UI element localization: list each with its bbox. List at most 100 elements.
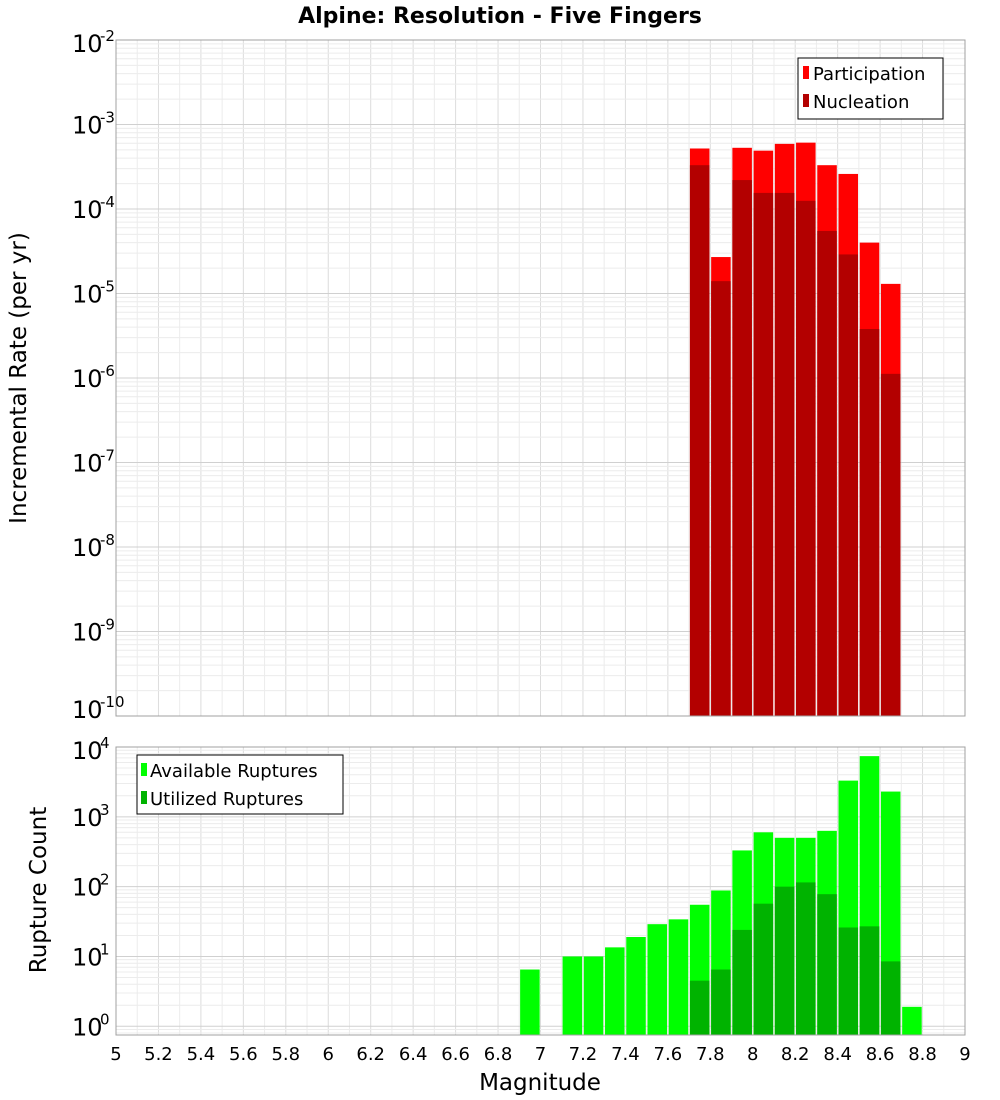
x-tick-label: 7 xyxy=(535,1044,546,1065)
bottom-bar-utilized-ruptures xyxy=(732,929,752,1035)
x-tick-label: 6.6 xyxy=(441,1044,470,1065)
top-panel: 10-210-310-410-510-610-710-810-910-10 In… xyxy=(6,27,966,724)
utilized-legend-swatch xyxy=(141,791,147,804)
bottom-ytick-exp: 4 xyxy=(100,734,110,752)
bottom-ytick-exp: 0 xyxy=(100,1010,110,1028)
top-ytick-base: 10 xyxy=(72,112,103,140)
utilized-legend-label: Utilized Ruptures xyxy=(150,789,303,810)
x-tick-label: 5.4 xyxy=(187,1044,216,1065)
x-tick-label: 8.2 xyxy=(781,1044,810,1065)
top-ytick-base: 10 xyxy=(72,619,103,647)
top-ytick-exp: -3 xyxy=(100,109,115,127)
top-ytick-base: 10 xyxy=(72,30,103,58)
x-tick-label: 6.4 xyxy=(399,1044,428,1065)
bottom-bar-utilized-ruptures xyxy=(880,961,901,1035)
top-bar-nucleation xyxy=(753,192,774,716)
bottom-bar-utilized-ruptures xyxy=(753,903,774,1035)
top-bars xyxy=(689,142,901,717)
top-bar-nucleation xyxy=(732,180,752,716)
available-legend-label: Available Ruptures xyxy=(150,761,318,782)
top-ytick-base: 10 xyxy=(72,696,103,724)
top-plot-border xyxy=(115,39,966,717)
bottom-y-axis-label: Rupture Count xyxy=(26,807,52,973)
x-tick-label: 8 xyxy=(747,1044,758,1065)
bottom-ytick-base: 10 xyxy=(72,737,103,765)
top-legend: Participation Nucleation xyxy=(797,57,944,120)
participation-legend-label: Participation xyxy=(813,64,925,85)
top-bar-nucleation xyxy=(711,281,731,716)
bottom-bars xyxy=(520,756,922,1035)
bottom-legend: Available Ruptures Utilized Ruptures xyxy=(136,754,344,815)
x-tick-label: 8.8 xyxy=(908,1044,937,1065)
x-axis-label: Magnitude xyxy=(479,1070,601,1096)
bottom-bar-utilized-ruptures xyxy=(838,927,859,1035)
bottom-bar-utilized-ruptures xyxy=(689,980,710,1035)
top-ytick-base: 10 xyxy=(72,196,103,224)
bottom-legend-box xyxy=(136,754,344,815)
bottom-bar-utilized-ruptures xyxy=(859,926,880,1035)
x-tick-label: 5 xyxy=(110,1044,121,1065)
bottom-ytick-exp: 3 xyxy=(100,801,110,819)
top-ytick-exp: -6 xyxy=(100,362,115,380)
x-tick-label: 5.8 xyxy=(271,1044,300,1065)
bottom-bar-available-ruptures xyxy=(605,947,625,1035)
bottom-bar-available-ruptures xyxy=(647,924,668,1035)
top-bar-nucleation xyxy=(796,200,816,717)
top-ytick-exp: -7 xyxy=(100,447,115,465)
bottom-bar-available-ruptures xyxy=(520,969,540,1035)
bottom-bar-available-ruptures xyxy=(902,1006,922,1035)
top-ytick-exp: -10 xyxy=(100,693,125,711)
x-tick-label: 6 xyxy=(323,1044,334,1065)
top-ytick-base: 10 xyxy=(72,450,103,478)
top-ytick-exp: -9 xyxy=(100,616,115,634)
x-tick-label: 9 xyxy=(959,1044,970,1065)
x-tick-label: 5.6 xyxy=(229,1044,258,1065)
top-bar-nucleation xyxy=(838,254,859,716)
x-tick-label: 5.2 xyxy=(144,1044,173,1065)
bottom-bar-utilized-ruptures xyxy=(774,886,795,1035)
bottom-ytick-exp: 1 xyxy=(100,940,110,958)
top-y-tick-labels: 10-210-310-410-510-610-710-810-910-10 xyxy=(72,27,125,724)
x-tick-label: 7.6 xyxy=(654,1044,683,1065)
bottom-bar-available-ruptures xyxy=(626,936,646,1035)
top-ytick-base: 10 xyxy=(72,281,103,309)
top-bar-nucleation xyxy=(880,373,901,716)
bottom-ytick-base: 10 xyxy=(72,874,103,902)
x-tick-label: 7.2 xyxy=(569,1044,598,1065)
x-tick-label: 7.8 xyxy=(696,1044,725,1065)
x-tick-label: 7.4 xyxy=(611,1044,640,1065)
top-legend-box xyxy=(797,57,944,120)
bottom-bar-utilized-ruptures xyxy=(711,969,731,1035)
top-y-axis-label: Incremental Rate (per yr) xyxy=(6,232,32,524)
top-ytick-base: 10 xyxy=(72,534,103,562)
top-gridlines xyxy=(115,39,966,717)
participation-legend-swatch xyxy=(803,66,809,79)
top-ytick-base: 10 xyxy=(72,365,103,393)
top-ytick-exp: -4 xyxy=(100,193,115,211)
bottom-ytick-exp: 2 xyxy=(100,871,110,889)
bottom-ytick-base: 10 xyxy=(72,943,103,971)
top-ytick-exp: -5 xyxy=(100,278,115,296)
bottom-bar-available-ruptures xyxy=(583,956,604,1035)
top-bar-nucleation xyxy=(817,230,837,717)
top-bar-nucleation xyxy=(774,192,795,716)
x-tick-label: 6.2 xyxy=(356,1044,385,1065)
bottom-ytick-base: 10 xyxy=(72,804,103,832)
x-tick-label: 6.8 xyxy=(484,1044,513,1065)
bottom-bar-utilized-ruptures xyxy=(817,894,837,1035)
bottom-bar-available-ruptures xyxy=(668,919,689,1035)
bottom-plot-border xyxy=(115,746,966,1036)
nucleation-legend-swatch xyxy=(803,94,809,107)
top-ytick-exp: -8 xyxy=(100,531,115,549)
x-tick-labels: 5 5.2 5.4 5.6 5.8 6 6.2 6.4 6.6 6.8 7 7.2 7.4 7.6 7.8 8… xyxy=(110,1044,970,1065)
top-bar-nucleation xyxy=(689,165,710,717)
top-bar-nucleation xyxy=(859,329,880,716)
bottom-bar-available-ruptures xyxy=(562,956,583,1035)
bottom-bar-utilized-ruptures xyxy=(796,882,816,1035)
chart-title: Alpine: Resolution - Five Fingers xyxy=(298,4,702,29)
bottom-ytick-base: 10 xyxy=(72,1013,103,1041)
top-ytick-exp: -2 xyxy=(100,27,115,45)
